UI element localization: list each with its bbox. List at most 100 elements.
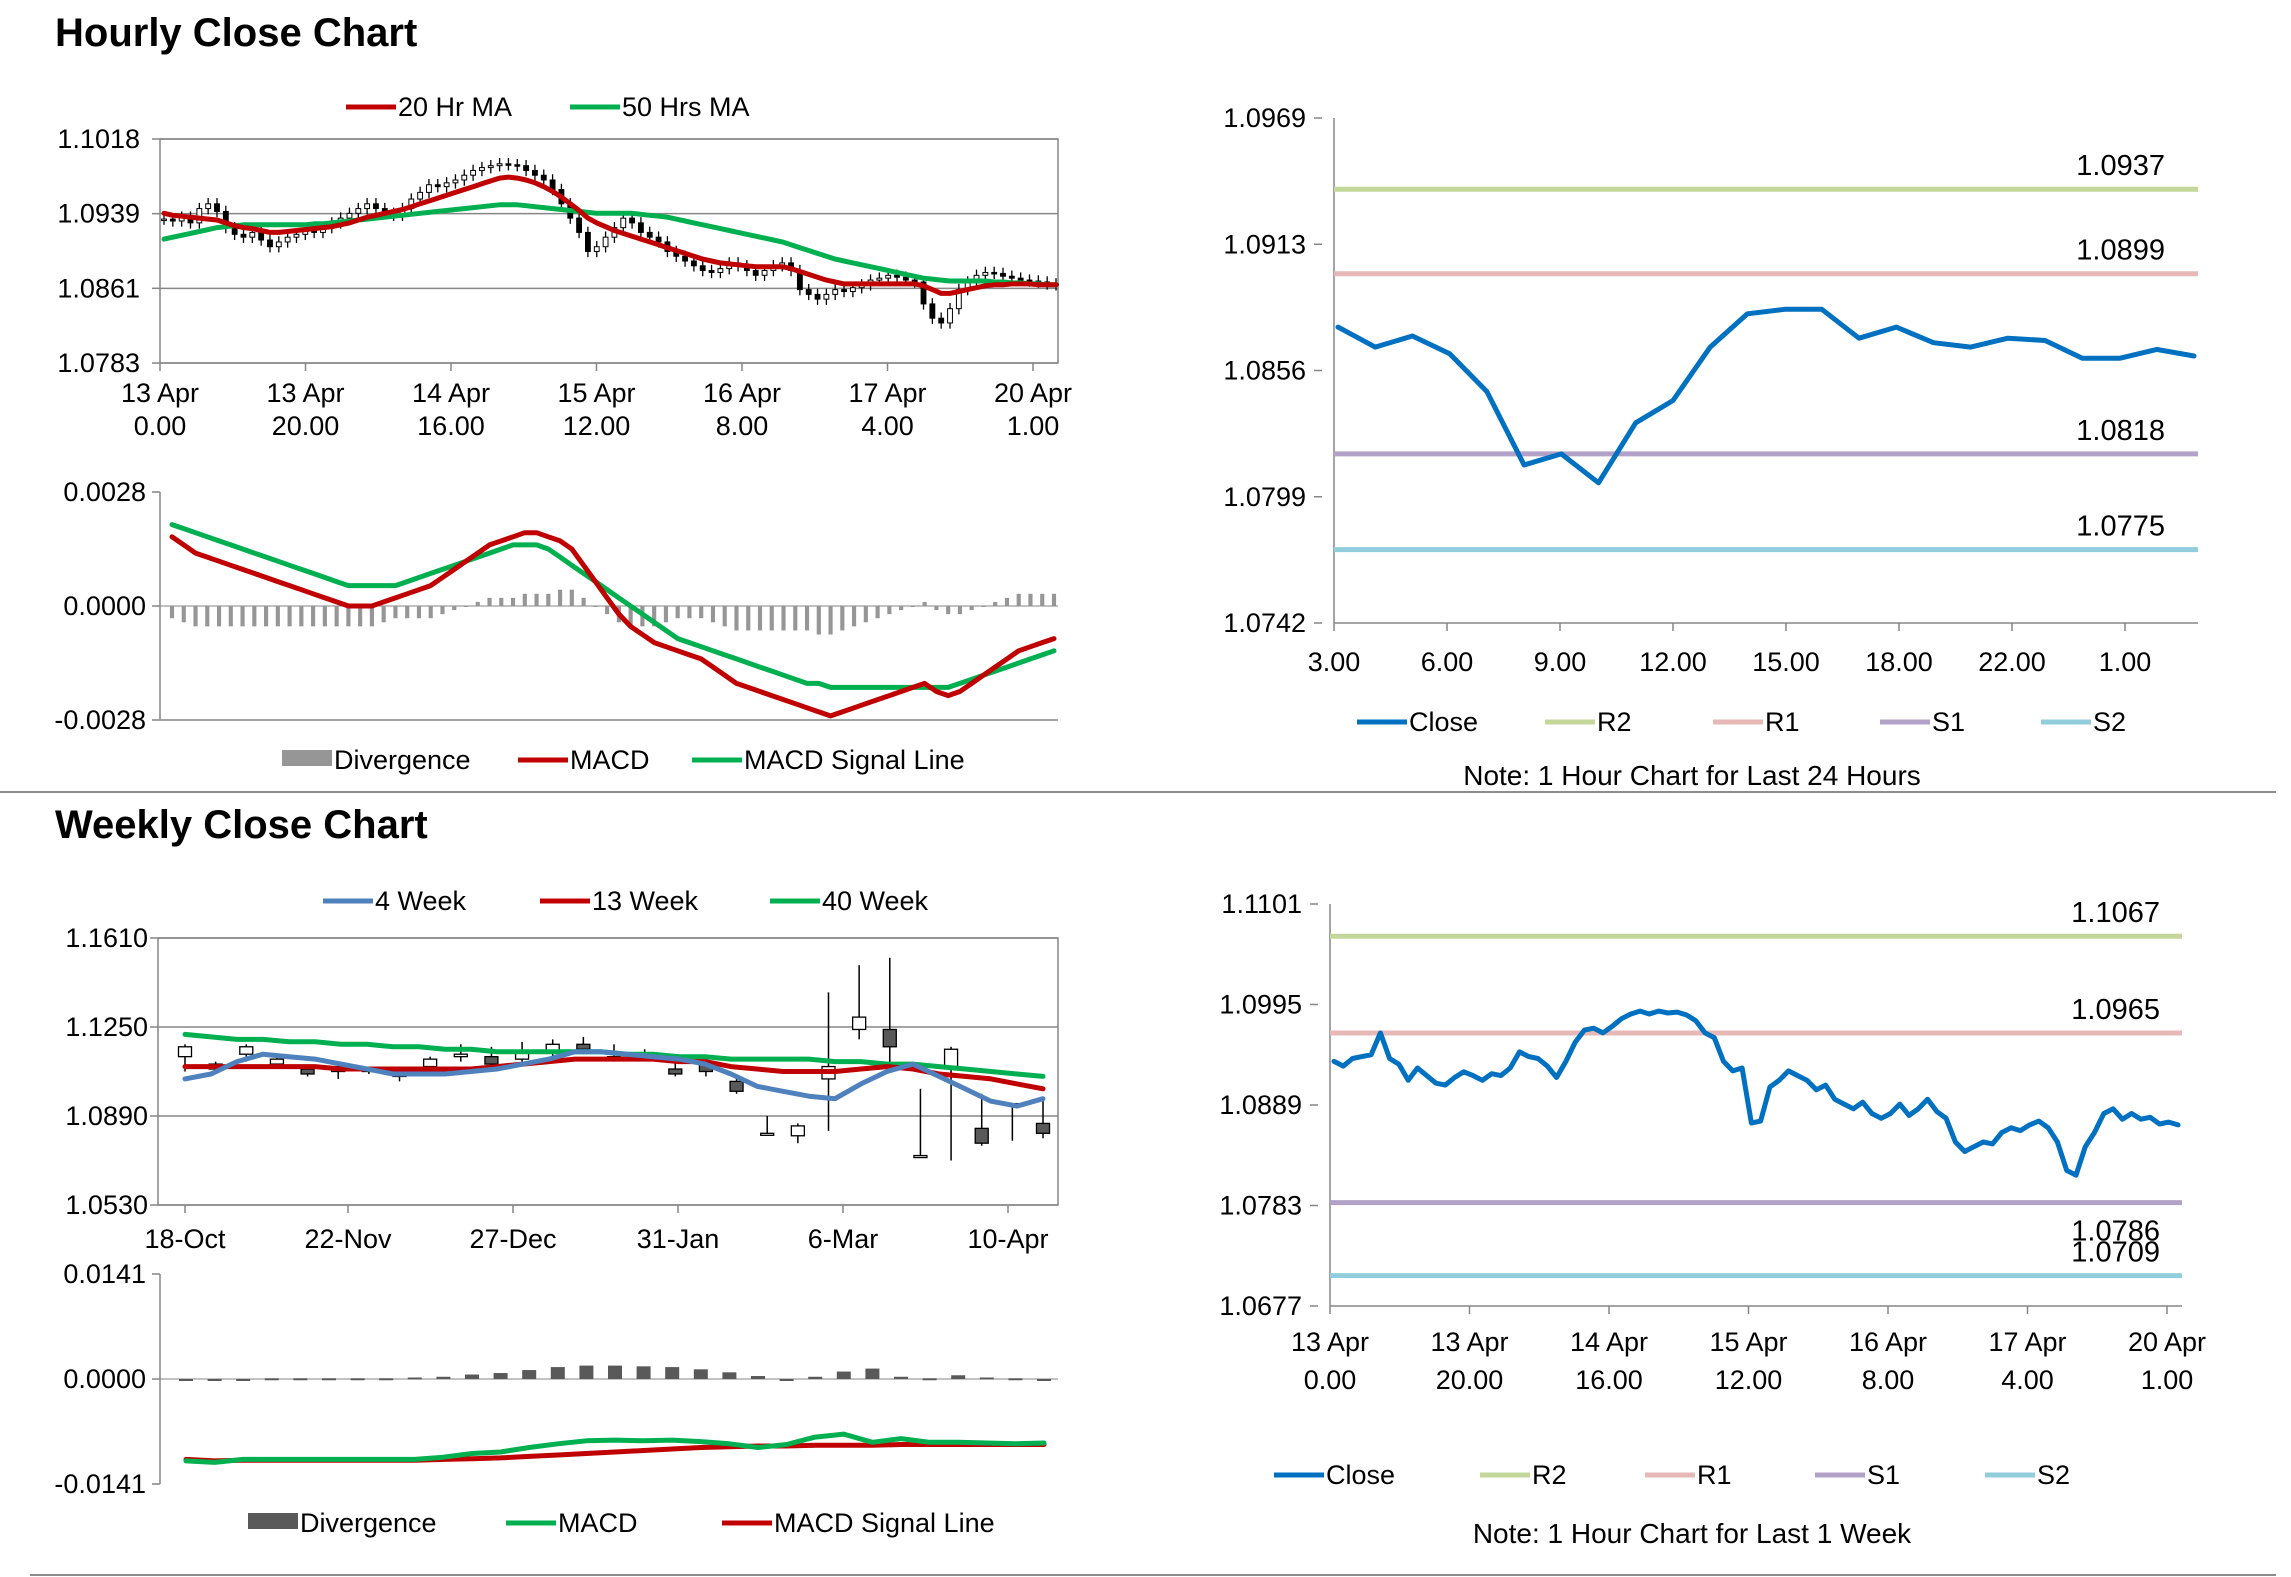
hourly-candle-body (576, 217, 583, 233)
hourly-candle-body (637, 222, 644, 233)
hourly-price-x-tick-date: 20 Apr (994, 378, 1072, 408)
weekly-candle-body (239, 1046, 254, 1055)
hourly_pivots-level-s1-label: 1.0818 (2076, 415, 2165, 447)
hourly-price-x-tick-time: 16.00 (417, 411, 485, 441)
hourly-divergence-bar (593, 606, 598, 607)
hourly-price-x-tick-time: 4.00 (861, 411, 914, 441)
hourly-divergence-bar (687, 606, 692, 619)
weekly-divergence-bar (636, 1366, 651, 1379)
hourly_pivots-level-r1-label: 1.0899 (2076, 235, 2165, 267)
hourly_pivots-legend-r1-label: R1 (1765, 707, 1800, 737)
weekly-price-x-tick: 27-Dec (469, 1224, 556, 1254)
hourly-price-x-tick-date: 14 Apr (412, 378, 490, 408)
weekly-candle-body (1035, 1122, 1051, 1134)
hourly-candle-body (982, 271, 989, 276)
hourly_pivots-y-tick: 1.0969 (1223, 103, 1306, 133)
hourly-candle-body (894, 274, 900, 278)
hourly-candle-body (249, 231, 256, 238)
hourly-candle-body (496, 163, 503, 167)
hourly-price-x-tick-time: 8.00 (716, 411, 769, 441)
hourly-divergence-bar (487, 597, 492, 606)
hourly-candle-body (708, 270, 715, 273)
hourly-legend-signal-label: MACD Signal Line (744, 745, 965, 775)
weekly_pivots-y-tick: 1.1101 (1221, 889, 1302, 919)
weekly-price-y-tick: 1.0530 (65, 1190, 148, 1220)
hourly-candle-body (205, 203, 212, 210)
hourly_pivots-y-tick: 1.0856 (1223, 356, 1306, 386)
hourly-candle-body (823, 293, 830, 300)
weekly-candle-body (943, 1048, 959, 1068)
hourly-candle-body (752, 270, 759, 276)
hourly-divergence-bar (922, 601, 927, 606)
hourly-candle-body (346, 212, 353, 219)
hourly-divergence-bar (510, 597, 516, 606)
weekly-divergence-bar (293, 1378, 308, 1381)
hourly-divergence-bar (311, 606, 316, 627)
weekly-divergence-bar (379, 1378, 394, 1381)
hourly-candle-body (161, 218, 167, 222)
hourly-divergence-bar (957, 606, 962, 615)
weekly-price-x-tick: 31-Jan (637, 1224, 720, 1254)
hourly-price-y-tick: 1.0939 (57, 199, 140, 229)
hourly-macd-y-tick: -0.0028 (54, 705, 146, 735)
weekly_pivots-legend-s2-label: S2 (2037, 1460, 2070, 1490)
hourly-candle-body (620, 217, 627, 229)
weekly-divergence-bar (1008, 1378, 1023, 1381)
hourly-candle-body (699, 265, 706, 272)
hourly_pivots-legend-s2-label: S2 (2093, 707, 2126, 737)
hourly-divergence-bar (675, 606, 680, 619)
hourly-divergence-bar (405, 606, 410, 619)
weekly_pivots-y-tick: 1.0889 (1219, 1090, 1302, 1120)
hourly-candle-body (452, 179, 459, 184)
hourly-candle-body (231, 227, 238, 235)
hourly-divergence-bar (264, 606, 269, 627)
hourly-divergence-bar (334, 606, 339, 627)
hourly-divergence-bar (910, 606, 915, 607)
weekly-divergence-bar (579, 1365, 594, 1379)
weekly_pivots-x-tick-time: 4.00 (2001, 1365, 2054, 1395)
weekly-macd-y-tick: 0.0141 (63, 1259, 146, 1289)
weekly_pivots-legend-r1-label: R1 (1697, 1460, 1732, 1490)
hourly-candle-body (876, 277, 883, 281)
hourly-divergence-bar (828, 606, 833, 635)
hourly-price-x-tick-date: 13 Apr (266, 378, 344, 408)
hourly-ma20-line (161, 174, 1059, 296)
hourly-ma50-line (161, 202, 1059, 288)
hourly-candle-body (1008, 275, 1015, 279)
weekly_pivots-note: Note: 1 Hour Chart for Last 1 Week (1473, 1518, 1912, 1549)
hourly-divergence-bar (452, 606, 457, 611)
hourly-divergence-bar (416, 606, 422, 619)
hourly-divergence-bar (1028, 593, 1033, 606)
hourly-divergence-bar (710, 606, 716, 623)
hourly-divergence-bar (804, 606, 810, 631)
weekly-macd-line (183, 1431, 1047, 1465)
hourly-candle-body (364, 203, 371, 210)
hourly-divergence-bar (793, 606, 798, 631)
hourly-candle-body (947, 308, 953, 324)
hourly-macd-line (169, 530, 1057, 719)
hourly-candle-body (761, 270, 768, 276)
hourly-price-plot-frame (159, 138, 1059, 364)
hourly-divergence-bar (628, 606, 633, 627)
hourly-candle-body (929, 303, 936, 319)
hourly-macd-y-tick: 0.0028 (63, 477, 146, 507)
hourly-candle-body (1000, 272, 1006, 277)
hourly-divergence-bar (393, 606, 398, 619)
hourly-candle-body (629, 217, 636, 224)
weekly-candle-body (913, 1154, 928, 1159)
weekly_pivots-x-tick-date: 14 Apr (1570, 1327, 1648, 1357)
hourly_pivots-x-tick: 22.00 (1978, 647, 2046, 677)
weekly-divergence-bar (465, 1374, 479, 1379)
hourly-divergence-bar (369, 606, 374, 627)
weekly_pivots-x-tick-date: 15 Apr (1709, 1327, 1787, 1357)
weekly_pivots-x-tick-time: 0.00 (1304, 1365, 1357, 1395)
weekly-divergence-bar (836, 1371, 851, 1379)
weekly-macd-y-tick: 0.0000 (63, 1364, 146, 1394)
hourly-price-x-tick-time: 12.00 (563, 411, 631, 441)
weekly-legend-divergence-label: Divergence (300, 1508, 437, 1538)
hourly-candle-body (514, 164, 521, 167)
weekly-candle-body (453, 1053, 468, 1058)
hourly_pivots-x-tick: 3.00 (1308, 647, 1361, 677)
